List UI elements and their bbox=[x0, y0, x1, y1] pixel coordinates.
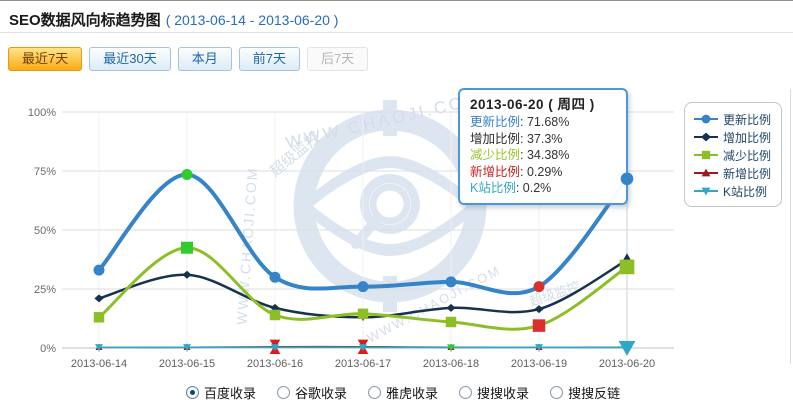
radio-label: 搜搜反链 bbox=[568, 386, 621, 401]
radio-icon[interactable] bbox=[550, 386, 564, 399]
tooltip-row: 增加比例: 37.3% bbox=[470, 131, 563, 146]
legend-item-1[interactable]: 增加比例 bbox=[693, 128, 777, 146]
x-axis-label: 2013-06-16 bbox=[247, 358, 303, 370]
grid: 2013-06-14 2013-06-15 2013-06-16 2013-06-17… bbox=[28, 107, 674, 370]
y-axis-label: 100% bbox=[28, 107, 56, 119]
range-button-3[interactable]: 前7天 bbox=[238, 47, 300, 71]
x-axis-label: 2013-06-15 bbox=[159, 358, 215, 370]
legend-item-3[interactable]: 新增比例 bbox=[693, 164, 777, 182]
range-button-1[interactable]: 最近30天 bbox=[89, 47, 171, 71]
tooltip-row: K站比例: 0.2% bbox=[470, 181, 552, 195]
y-axis-label: 0% bbox=[40, 343, 56, 355]
range-button-2[interactable]: 本月 bbox=[177, 47, 232, 71]
x-axis-label: 2013-06-19 bbox=[511, 358, 567, 370]
tooltip-title: 2013-06-20 ( 周四 ) bbox=[470, 97, 595, 112]
tooltip-row: 新增比例: 0.29% bbox=[470, 164, 563, 179]
range-button-0[interactable]: 最近7天 bbox=[8, 47, 83, 71]
legend-marker-icon bbox=[694, 114, 718, 124]
legend-label: 增加比例 bbox=[723, 130, 772, 145]
x-axis-label: 2013-06-18 bbox=[423, 358, 479, 370]
y-axis-label: 25% bbox=[34, 284, 56, 296]
range-toolbar: 最近7天 最近30天 本月 前7天 后7天 bbox=[8, 47, 369, 71]
tooltip-row: 更新比例: 71.68% bbox=[470, 115, 570, 129]
radio-option-3[interactable]: 搜搜收录 bbox=[459, 383, 529, 402]
radio-icon[interactable] bbox=[368, 386, 382, 399]
legend-item-2[interactable]: 减少比例 bbox=[693, 146, 777, 164]
radio-label: 谷歌收录 bbox=[295, 386, 348, 401]
legend-label: 减少比例 bbox=[723, 148, 772, 163]
radio-icon[interactable] bbox=[459, 386, 473, 399]
radio-label: 搜搜收录 bbox=[477, 386, 530, 401]
legend-marker-icon bbox=[694, 168, 718, 177]
range-button-4: 后7天 bbox=[306, 47, 369, 71]
legend-label: K站比例 bbox=[723, 184, 768, 199]
page-header: SEO数据风向标趋势图( 2013-06-14 - 2013-06-20 ) bbox=[0, 1, 793, 32]
legend-marker-icon bbox=[694, 132, 718, 142]
radio-option-0[interactable]: 百度收录 bbox=[186, 383, 256, 402]
x-axis-label: 2013-06-17 bbox=[335, 358, 391, 370]
radio-label: 百度收录 bbox=[204, 386, 257, 401]
legend-label: 更新比例 bbox=[723, 112, 772, 127]
radio-option-4[interactable]: 搜搜反链 bbox=[550, 383, 620, 402]
panel-right-border bbox=[790, 89, 791, 364]
chart-legend: 更新比例增加比例减少比例新增比例 K站比例 bbox=[684, 102, 782, 207]
legend-item-0[interactable]: 更新比例 bbox=[693, 110, 777, 128]
tooltip-rows: 更新比例: 71.68% 增加比例: 37.3% 减少比例: 34.38% 新增比例:… bbox=[470, 114, 616, 197]
legend-marker-icon bbox=[694, 150, 718, 160]
radio-option-2[interactable]: 雅虎收录 bbox=[368, 383, 438, 402]
y-axis-label: 50% bbox=[34, 225, 56, 237]
radio-icon[interactable] bbox=[277, 386, 291, 399]
legend-marker-icon bbox=[694, 187, 718, 196]
x-axis-label: 2013-06-20 bbox=[599, 358, 655, 370]
tooltip-row: 减少比例: 34.38% bbox=[470, 148, 570, 162]
radio-option-1[interactable]: 谷歌收录 bbox=[277, 383, 347, 402]
series-markers bbox=[93, 169, 636, 356]
x-axis-label: 2013-06-14 bbox=[71, 358, 127, 370]
page-title: SEO数据风向标趋势图 bbox=[9, 12, 161, 29]
source-radio-group: 百度收录 谷歌收录 雅虎收录 搜搜收录 搜搜反链 bbox=[186, 383, 620, 402]
legend-label: 新增比例 bbox=[723, 166, 772, 181]
chart-canvas: WWW.CHAOJI.COM WWW.CHAOJI.COM 超级监控 超级监 W… bbox=[28, 89, 674, 370]
radio-label: 雅虎收录 bbox=[386, 386, 439, 401]
date-range: ( 2013-06-14 - 2013-06-20 ) bbox=[165, 12, 339, 28]
header-divider bbox=[0, 32, 793, 33]
chart-tooltip: 2013-06-20 ( 周四 ) 更新比例: 71.68% 增加比例: 37.3… bbox=[458, 88, 628, 205]
radio-selected-icon[interactable] bbox=[186, 386, 199, 399]
trend-chart[interactable]: WWW.CHAOJI.COM WWW.CHAOJI.COM 超级监控 超级监 W… bbox=[0, 86, 793, 386]
legend-item-4[interactable]: K站比例 bbox=[693, 182, 777, 200]
y-axis-label: 75% bbox=[34, 166, 56, 178]
